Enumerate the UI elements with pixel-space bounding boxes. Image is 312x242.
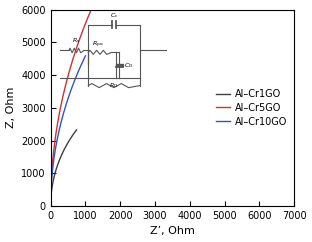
Legend: Al–Cr1GO, Al–Cr5GO, Al–Cr10GO: Al–Cr1GO, Al–Cr5GO, Al–Cr10GO	[213, 87, 289, 129]
Al–Cr10GO	[52, 154, 56, 157]
Al–Cr5GO	[75, 45, 79, 47]
Al–Cr1GO	[59, 155, 63, 158]
Line: Al–Cr10GO: Al–Cr10GO	[51, 56, 85, 206]
Al–Cr1GO	[62, 148, 66, 151]
Al–Cr10GO	[63, 108, 66, 111]
Line: Al–Cr1GO: Al–Cr1GO	[51, 130, 76, 206]
Al–Cr1GO	[75, 129, 78, 131]
Al–Cr10GO	[49, 186, 53, 189]
Al–Cr1GO	[51, 178, 55, 181]
Al–Cr10GO	[67, 94, 71, 97]
Al–Cr1GO	[49, 195, 53, 198]
X-axis label: Z’, Ohm: Z’, Ohm	[150, 227, 195, 236]
Al–Cr5GO	[54, 131, 58, 134]
Al–Cr5GO	[76, 44, 80, 46]
Al–Cr5GO	[57, 116, 61, 119]
Al–Cr10GO	[54, 144, 58, 146]
Al–Cr10GO	[84, 54, 87, 57]
Al–Cr5GO	[49, 204, 52, 207]
Al–Cr1GO	[53, 173, 57, 176]
Al–Cr1GO	[49, 204, 52, 207]
Al–Cr10GO	[49, 204, 52, 207]
Line: Al–Cr5GO: Al–Cr5GO	[51, 0, 101, 206]
Al–Cr10GO	[67, 95, 71, 98]
Al–Cr1GO	[63, 148, 66, 151]
Al–Cr5GO	[69, 65, 73, 68]
Y-axis label: Z, Ohm: Z, Ohm	[6, 87, 16, 129]
Al–Cr5GO	[50, 177, 53, 180]
